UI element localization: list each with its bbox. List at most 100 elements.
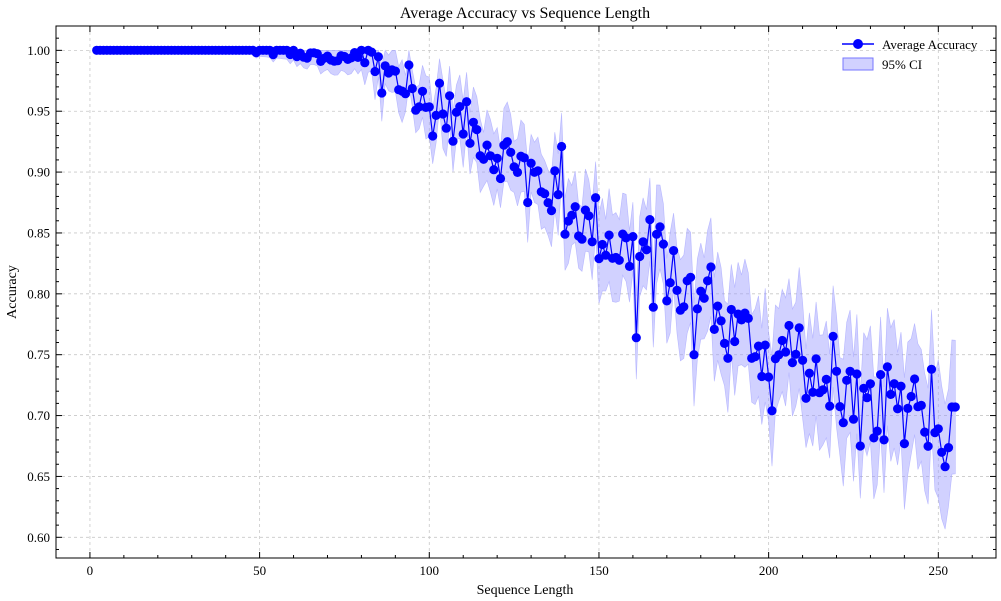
data-point <box>591 193 601 203</box>
y-tick-label: 0.70 <box>27 408 50 423</box>
data-point <box>665 278 675 288</box>
data-point <box>825 401 835 411</box>
data-point <box>424 102 434 112</box>
data-point <box>750 352 760 362</box>
y-axis-ticks: 0.60 0.65 0.70 0.75 0.80 0.85 0.90 0.95 1.00 <box>27 25 996 550</box>
data-point <box>692 304 703 314</box>
data-point <box>519 153 529 163</box>
data-point <box>407 83 417 94</box>
data-point <box>584 211 594 221</box>
x-tick-label: 150 <box>589 563 609 578</box>
data-point <box>933 424 943 434</box>
data-point <box>848 414 859 424</box>
legend-label-average-accuracy: Average Accuracy <box>882 37 978 52</box>
data-point <box>404 60 414 70</box>
data-point <box>943 443 954 453</box>
data-point <box>567 210 577 220</box>
data-point <box>852 369 862 379</box>
data-point <box>869 433 879 443</box>
legend-band-swatch <box>842 57 874 71</box>
data-point <box>713 301 723 311</box>
data-point <box>842 375 852 385</box>
data-point <box>380 61 390 71</box>
data-point <box>906 391 916 402</box>
data-point <box>434 78 445 88</box>
data-point <box>577 234 587 244</box>
data-point <box>448 136 458 146</box>
data-point <box>920 427 930 437</box>
data-point <box>587 237 597 247</box>
data-point <box>655 222 665 232</box>
data-point <box>506 147 516 157</box>
data-point <box>479 154 489 164</box>
y-tick-label: 0.90 <box>27 165 50 180</box>
data-point <box>512 167 523 177</box>
x-tick-label: 250 <box>929 563 949 578</box>
data-point <box>631 333 641 343</box>
data-point <box>390 66 400 76</box>
data-point <box>896 381 906 391</box>
data-point <box>882 362 893 372</box>
data-point <box>876 370 886 380</box>
plot-frame <box>55 25 997 559</box>
data-point <box>502 137 512 147</box>
data-point <box>641 245 652 255</box>
data-point <box>798 355 808 365</box>
data-point <box>686 272 696 282</box>
data-point <box>373 52 383 62</box>
data-point <box>862 393 872 403</box>
data-point <box>370 66 380 77</box>
x-tick-label: 100 <box>420 563 440 578</box>
data-point <box>465 138 475 148</box>
data-point <box>492 153 502 163</box>
data-point <box>648 302 658 312</box>
data-point <box>557 141 567 152</box>
data-point <box>872 426 882 436</box>
legend-label-ci: 95% CI <box>882 57 922 72</box>
data-point <box>658 239 669 249</box>
data-point <box>458 129 468 139</box>
data-point <box>910 374 920 384</box>
data-point <box>828 331 838 341</box>
data-point <box>438 109 448 119</box>
data-point <box>495 173 506 184</box>
data-point <box>787 358 798 368</box>
data-point <box>937 447 947 457</box>
data-point <box>855 441 865 451</box>
data-point <box>356 45 366 55</box>
data-point <box>791 349 801 359</box>
data-point <box>794 323 804 333</box>
data-point <box>706 262 716 272</box>
data-point <box>462 97 472 107</box>
data-point <box>540 189 550 199</box>
data-point <box>767 406 777 416</box>
data-point <box>472 125 482 135</box>
data-point <box>312 49 322 59</box>
data-point <box>652 229 662 239</box>
data-point <box>699 293 709 303</box>
data-point <box>831 366 842 376</box>
data-point <box>808 387 818 397</box>
y-axis-label: Accuracy <box>5 265 20 319</box>
data-point <box>604 230 614 240</box>
x-tick-label: 0 <box>87 563 94 578</box>
data-point <box>760 340 770 350</box>
data-point <box>764 372 774 382</box>
data-point <box>923 441 933 451</box>
y-tick-label: 0.85 <box>27 225 50 240</box>
x-axis-ticks: 0 50 100 150 200 250 <box>55 26 973 578</box>
data-point <box>489 165 499 175</box>
data-point <box>445 91 455 101</box>
x-tick-label: 200 <box>759 563 779 578</box>
data-point <box>726 304 736 315</box>
data-point <box>414 102 424 112</box>
data-point <box>703 276 713 286</box>
data-point <box>926 364 937 374</box>
data-point <box>353 52 363 63</box>
data-point <box>377 88 387 98</box>
data-point <box>879 435 889 445</box>
data-point <box>468 117 478 127</box>
data-point <box>628 232 638 242</box>
data-point <box>523 197 533 208</box>
